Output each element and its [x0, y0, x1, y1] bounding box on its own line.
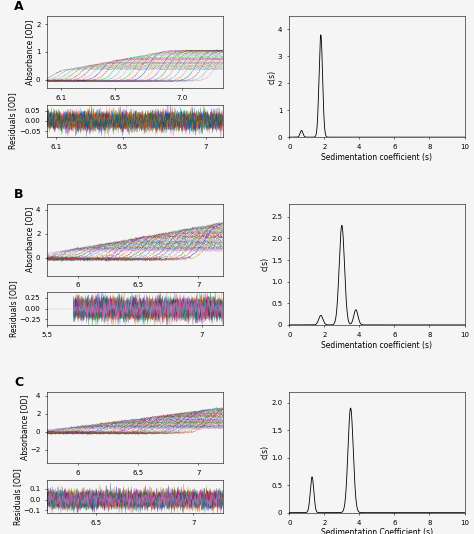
Y-axis label: c(s): c(s) [261, 257, 270, 271]
Y-axis label: Residuals [OD]: Residuals [OD] [9, 280, 18, 337]
Y-axis label: Absorbance [OD]: Absorbance [OD] [26, 207, 35, 272]
Y-axis label: Residuals [OD]: Residuals [OD] [13, 468, 22, 525]
X-axis label: Sedimentation Coefficient (s): Sedimentation Coefficient (s) [321, 528, 433, 534]
Text: C: C [14, 376, 23, 389]
Text: B: B [14, 188, 24, 201]
Y-axis label: Absorbance [OD]: Absorbance [OD] [26, 19, 35, 84]
X-axis label: Sedimentation coefficient (s): Sedimentation coefficient (s) [321, 153, 432, 162]
Y-axis label: c(s): c(s) [261, 445, 270, 459]
Y-axis label: Residuals [OD]: Residuals [OD] [9, 92, 18, 149]
Y-axis label: c(s): c(s) [267, 69, 276, 84]
Y-axis label: Absorbance [OD]: Absorbance [OD] [20, 395, 29, 460]
Text: A: A [14, 1, 24, 13]
X-axis label: Sedimentation coefficient (s): Sedimentation coefficient (s) [321, 341, 432, 350]
